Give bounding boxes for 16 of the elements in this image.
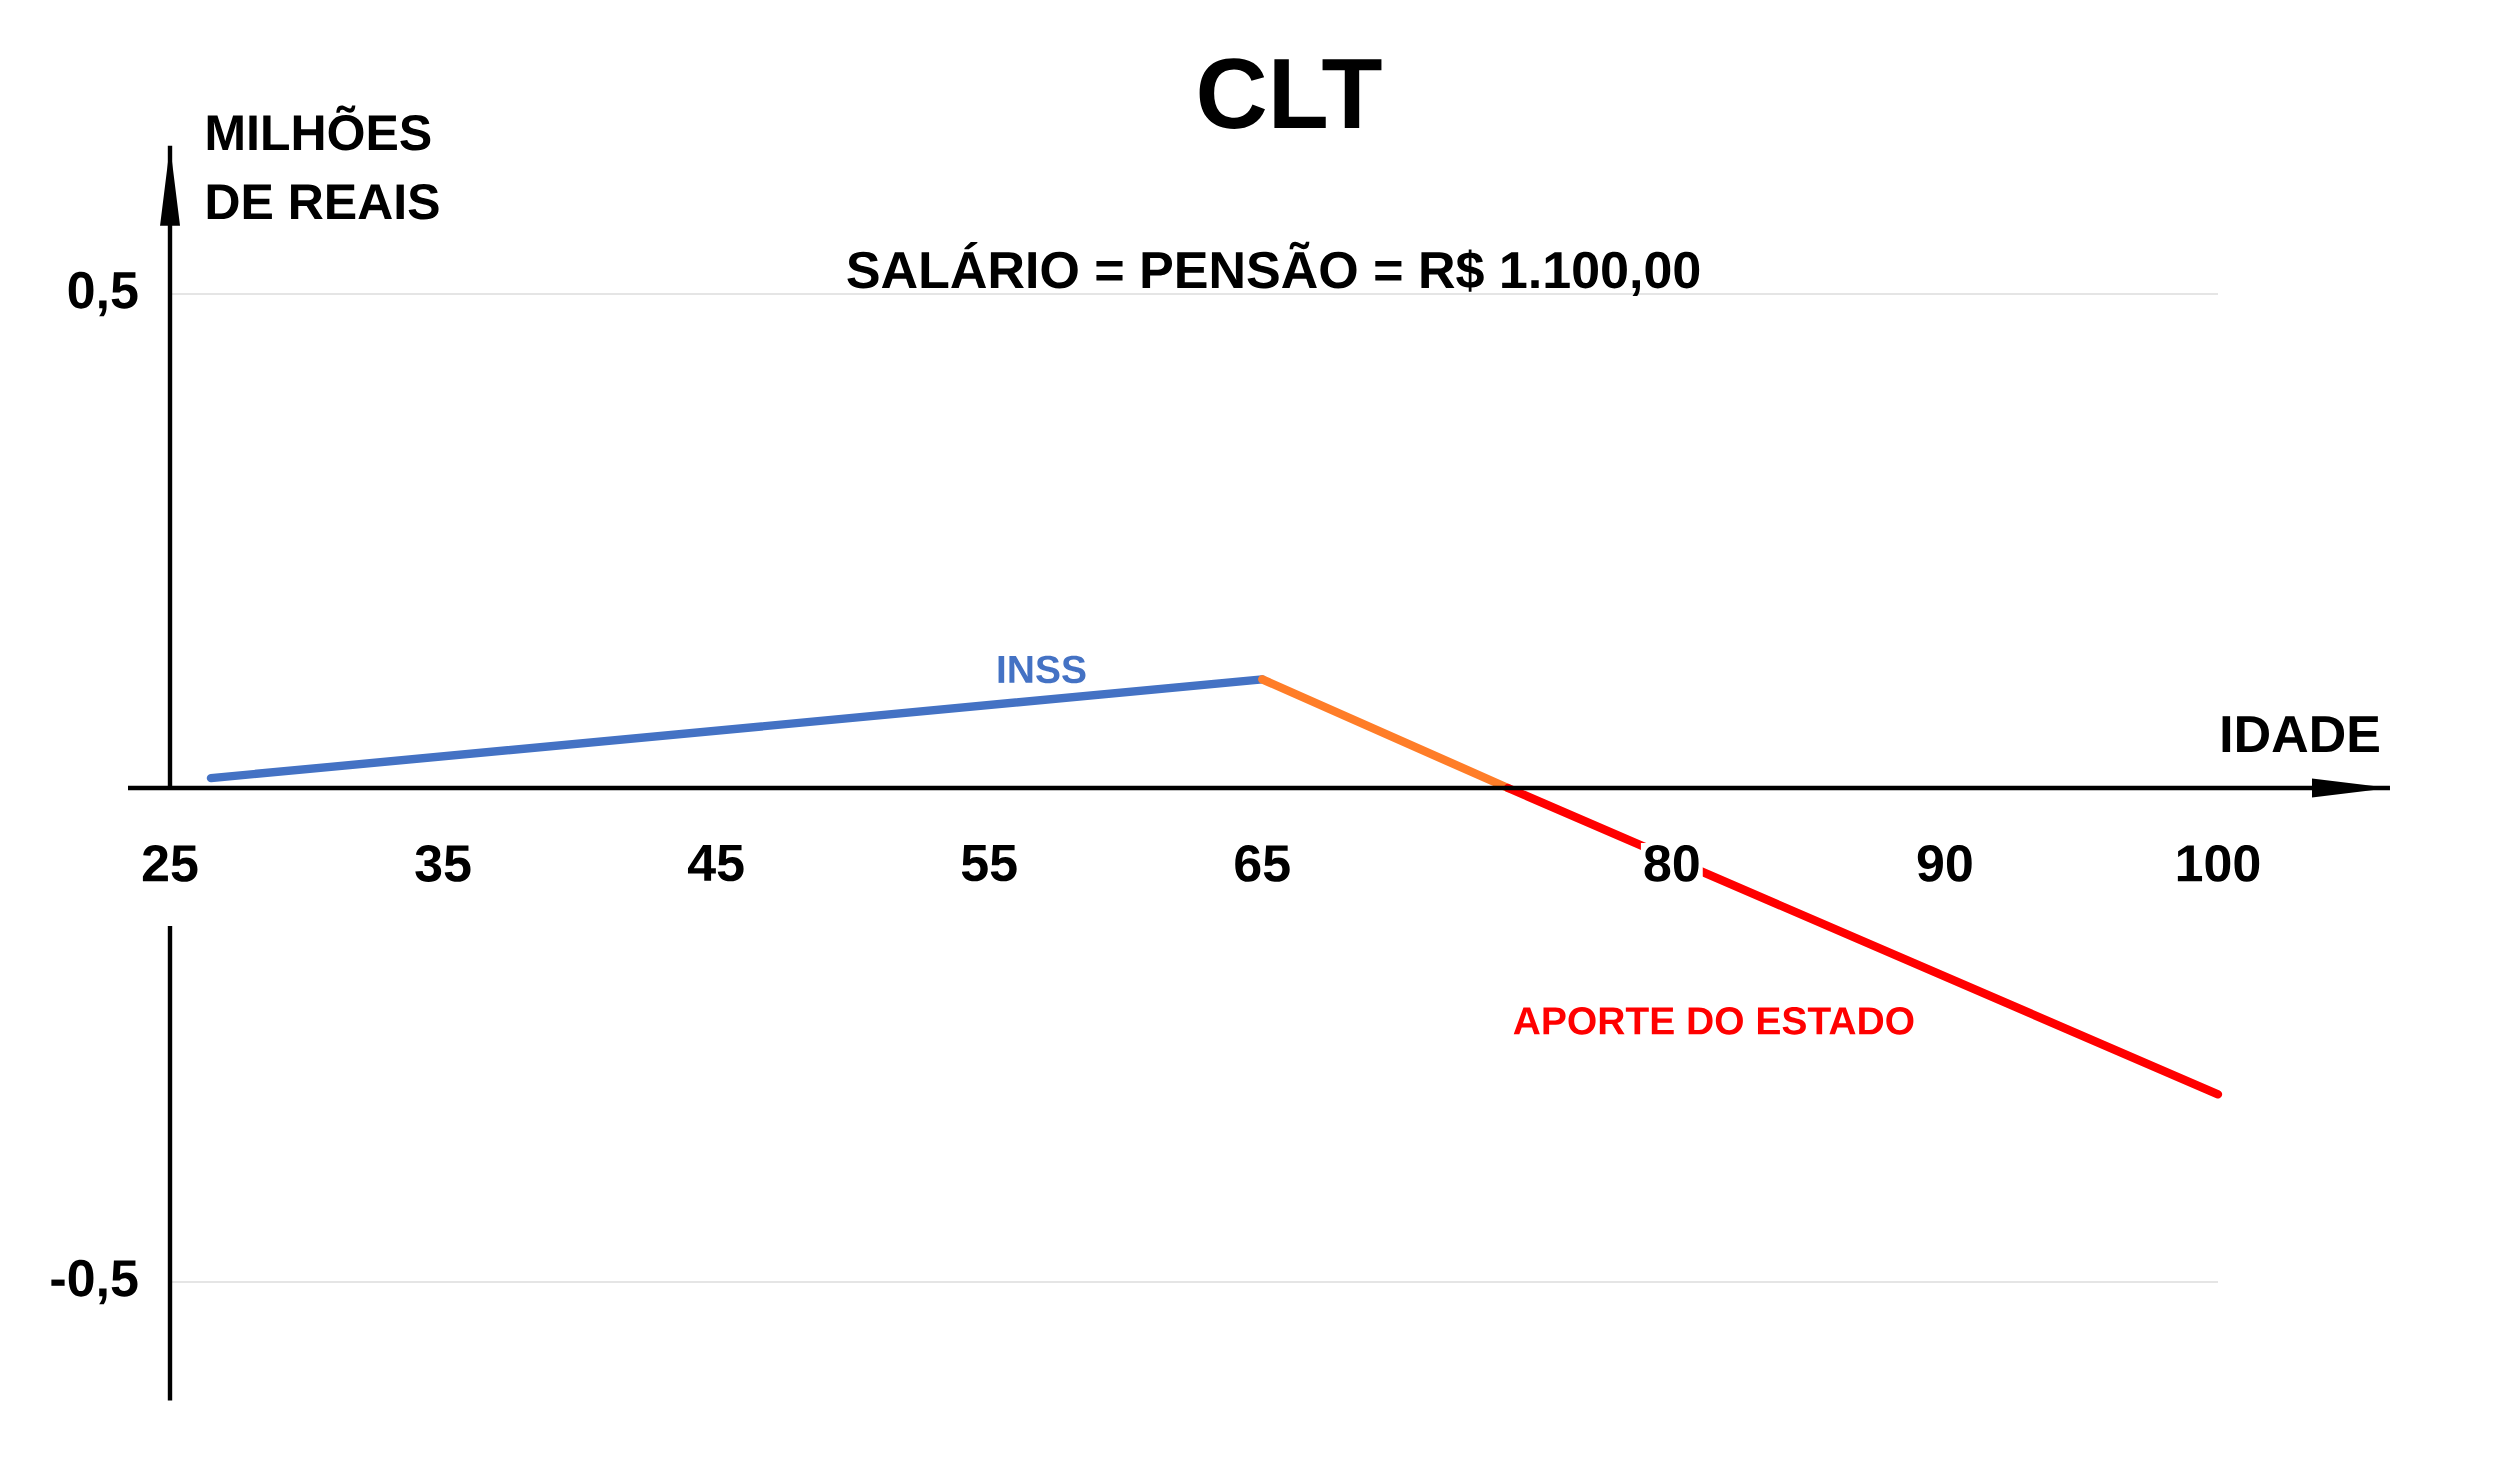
x-tick-label: 80 <box>1644 845 1699 882</box>
chart-title: CLT <box>1199 58 1382 129</box>
y-tick-label: 0,5 <box>68 271 138 317</box>
x-tick-label: 100 <box>2177 845 2260 882</box>
series-label: APORTE DO ESTADO <box>1513 1007 1914 1035</box>
x-tick-label: 35 <box>415 845 471 882</box>
x-tick-label: 65 <box>1235 845 1290 882</box>
x-tick-label: 45 <box>687 845 744 882</box>
x-tick-label: 25 <box>142 845 198 882</box>
y-axis-title: MILHÕES DE REAIS <box>207 105 439 220</box>
y-tick-label: -0,5 <box>51 1259 138 1305</box>
x-axis-title: IDADE <box>2222 716 2379 752</box>
series-label: INSS <box>998 655 1086 684</box>
x-tick-label: 55 <box>961 845 1017 882</box>
x-tick-label: 90 <box>1917 845 1972 882</box>
text: SALÁRIO = PENSÃO = R$ 1.100,00 <box>847 241 1700 297</box>
